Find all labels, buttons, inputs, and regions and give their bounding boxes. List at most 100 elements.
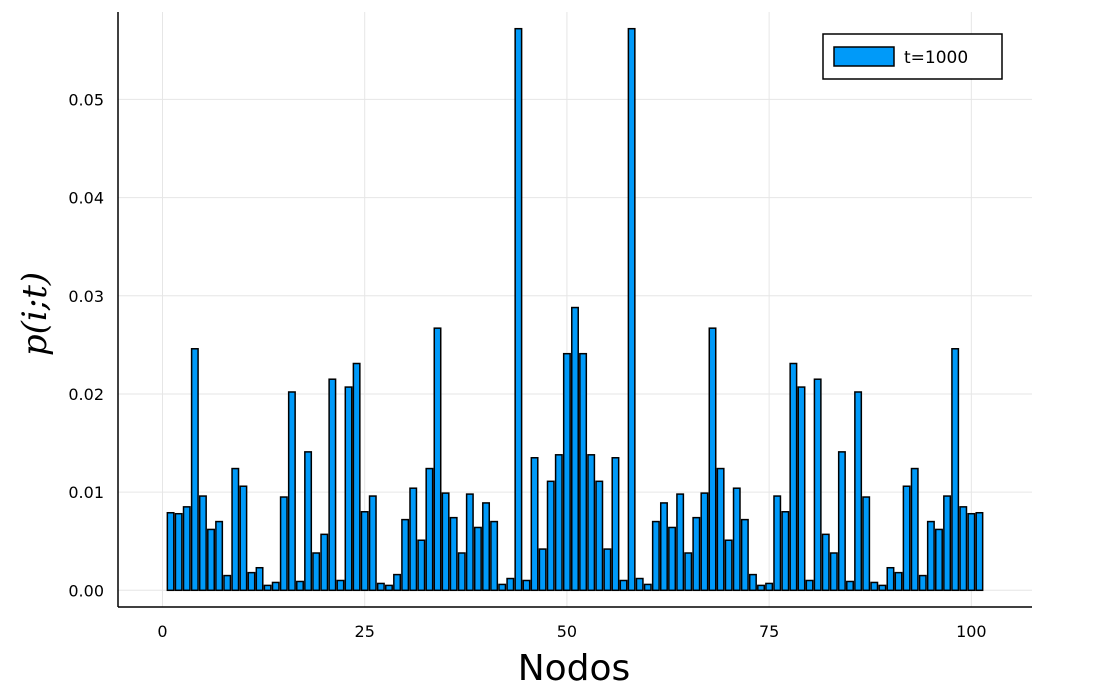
y-tick-label: 0.05 [68, 90, 104, 109]
bar-node-61 [651, 520, 660, 592]
bar-node-5 [198, 495, 207, 592]
bar-node-77 [781, 511, 790, 592]
bar-node-9 [231, 467, 240, 592]
bar-node-76 [773, 495, 782, 592]
y-tick-label: 0.02 [68, 385, 104, 404]
bar-node-59 [635, 577, 644, 592]
bar-node-17 [296, 580, 304, 592]
bar-node-8 [223, 574, 232, 592]
bar-node-56 [611, 457, 620, 592]
bar-node-29 [393, 573, 402, 592]
bar-node-14 [271, 581, 280, 592]
bar-node-65 [684, 552, 693, 592]
bar-node-92 [902, 485, 911, 592]
y-tick-label: 0.01 [68, 483, 104, 502]
bar-node-51 [571, 306, 579, 592]
bar-node-36 [449, 516, 458, 592]
bar-node-28 [384, 584, 393, 592]
bar-node-11 [247, 571, 256, 592]
bar-node-37 [457, 552, 466, 592]
bar-node-48 [546, 480, 555, 592]
bar-node-94 [918, 574, 927, 592]
bar-node-96 [935, 528, 943, 592]
bar-node-68 [708, 327, 717, 592]
bar-node-85 [846, 580, 854, 592]
bar-node-45 [522, 579, 531, 592]
bar-node-66 [692, 516, 701, 592]
bar-node-18 [304, 451, 313, 592]
bar-node-100 [967, 512, 976, 592]
bar-node-75 [765, 582, 774, 592]
bar-node-55 [603, 548, 612, 592]
bar-node-32 [417, 539, 426, 592]
bar-node-99 [959, 506, 968, 592]
x-tick-label: 50 [557, 622, 577, 641]
bar-node-31 [409, 487, 418, 592]
bar-node-63 [668, 526, 677, 592]
axes [117, 12, 1032, 608]
bar-node-47 [538, 548, 547, 592]
bar-node-40 [482, 502, 491, 592]
x-tick-label: 75 [759, 622, 779, 641]
y-tick-label: 0.00 [68, 581, 104, 600]
bar-node-83 [829, 552, 838, 592]
bar-node-98 [951, 348, 960, 592]
bar-node-62 [659, 502, 668, 592]
bar-node-44 [514, 27, 523, 592]
bar-node-73 [748, 573, 757, 592]
bar-node-12 [255, 566, 264, 592]
bar-node-88 [870, 581, 879, 592]
bar-node-2 [174, 512, 183, 592]
bar-node-95 [926, 520, 935, 592]
bar-node-101 [975, 511, 984, 592]
bar-node-3 [182, 506, 191, 592]
bar-node-71 [732, 487, 741, 592]
bar-node-67 [700, 492, 709, 592]
bar-node-21 [328, 378, 337, 592]
bar-node-78 [789, 362, 798, 592]
bar-node-89 [878, 584, 887, 592]
y-axis-label: p(i;t) [15, 272, 55, 356]
bar-node-43 [506, 577, 515, 592]
bar-node-64 [676, 493, 685, 592]
bar-node-35 [441, 492, 450, 592]
bar-node-50 [562, 352, 571, 592]
bar-node-82 [821, 533, 830, 592]
bar-node-91 [894, 571, 903, 592]
y-tick-label: 0.03 [68, 287, 104, 306]
bar-node-86 [854, 391, 863, 592]
bar-node-25 [360, 511, 369, 592]
bar-node-19 [312, 552, 321, 592]
bar-node-30 [401, 518, 410, 592]
legend-swatch [833, 46, 895, 67]
x-tick-label: 0 [157, 622, 167, 641]
bar-node-46 [530, 457, 539, 592]
x-tick-label: 100 [956, 622, 987, 641]
bar-node-74 [757, 584, 766, 592]
bar-node-49 [554, 454, 563, 592]
bar-node-58 [627, 27, 636, 592]
bar-node-90 [886, 566, 895, 592]
y-tick-labels: 0.00 0.01 0.02 0.03 0.04 0.05 [68, 90, 104, 600]
bar-node-39 [473, 526, 482, 592]
bar-node-15 [279, 496, 288, 592]
bar-node-24 [352, 362, 361, 592]
bar-node-20 [320, 533, 329, 592]
bar-node-10 [239, 485, 248, 592]
bar-node-84 [837, 451, 846, 592]
bars [166, 27, 984, 592]
bar-node-42 [498, 583, 507, 592]
legend: t=1000 [822, 33, 1003, 80]
bar-node-79 [797, 386, 806, 592]
bar-node-93 [910, 467, 919, 592]
bar-node-4 [190, 348, 199, 592]
x-tick-label: 25 [355, 622, 375, 641]
bar-node-52 [579, 352, 588, 592]
bar-node-54 [595, 480, 604, 592]
bar-node-34 [433, 327, 442, 592]
bar-node-81 [813, 378, 822, 592]
bar-node-97 [943, 495, 952, 592]
bar-node-60 [643, 583, 652, 592]
y-tick-label: 0.04 [68, 189, 104, 208]
